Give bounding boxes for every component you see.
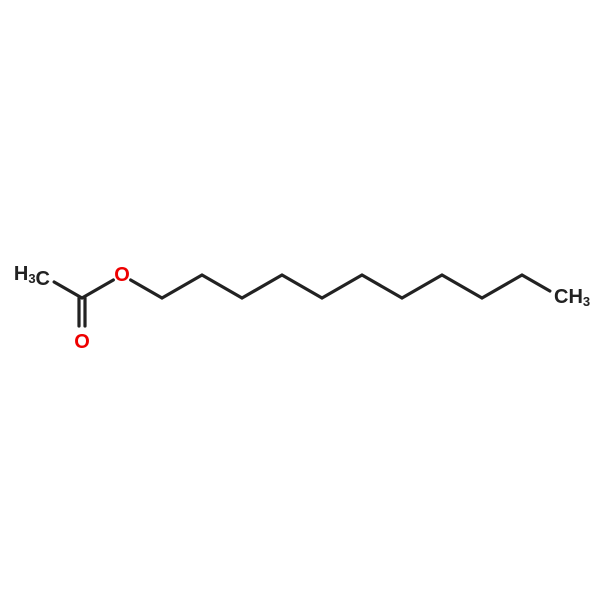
molecule-diagram: H3C O O CH3	[0, 0, 600, 600]
bond	[162, 275, 202, 298]
bond	[282, 275, 322, 298]
bond	[82, 280, 113, 298]
atom-label-o_ester: O	[114, 264, 130, 286]
bond	[482, 275, 522, 298]
bond	[402, 275, 442, 298]
atom-label-o_dbl: O	[74, 331, 90, 353]
atom-label-c_me_right: CH3	[554, 286, 590, 309]
bond	[362, 275, 402, 298]
bond	[442, 275, 482, 298]
bond	[322, 275, 362, 298]
bond	[54, 282, 82, 298]
bond	[131, 280, 162, 298]
atom-label-c_me_left: H3C	[14, 263, 50, 290]
bond	[522, 275, 550, 291]
bond	[202, 275, 242, 298]
bond	[242, 275, 282, 298]
